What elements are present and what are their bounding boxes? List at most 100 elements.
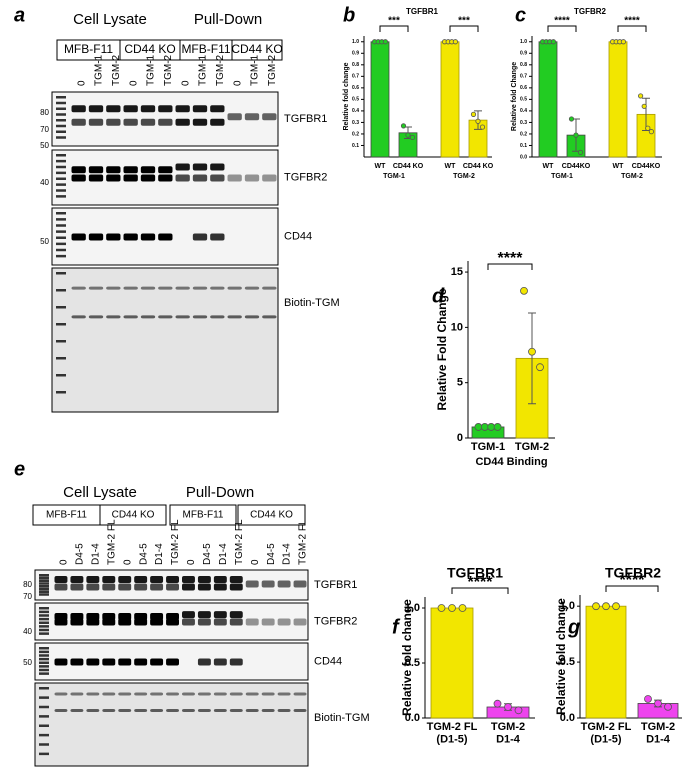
- blot-band: [118, 692, 132, 696]
- blot-band: [229, 576, 243, 583]
- ladder-band: [56, 340, 66, 343]
- data-point: [474, 423, 483, 431]
- lane-label: TGM-2 FL: [298, 519, 309, 565]
- marker-label: 80: [40, 108, 49, 117]
- ladder-band: [39, 585, 49, 588]
- ladder-band: [39, 590, 49, 593]
- blot-strip: [51, 91, 279, 147]
- bar: [538, 41, 558, 158]
- blot-band: [54, 618, 68, 626]
- blot-band: [88, 118, 104, 126]
- blot-band: [118, 576, 132, 583]
- x-tick-label: TGM-2 FL (D1-5): [427, 721, 478, 746]
- blot-band: [86, 583, 100, 591]
- lane-label: TGM-2: [215, 54, 226, 86]
- blot-band: [229, 692, 243, 696]
- blot-band: [70, 576, 84, 583]
- ladder-band: [39, 647, 49, 650]
- y-tick-label: 0.3: [352, 120, 359, 126]
- ladder-band: [39, 672, 49, 675]
- blot-band: [71, 286, 86, 290]
- significance-bracket: [605, 585, 659, 592]
- blot-header: Pull-Down: [186, 484, 254, 501]
- ladder-band: [39, 650, 49, 654]
- ladder-band: [56, 159, 66, 163]
- ladder-band: [56, 242, 66, 246]
- group-label: MFB-F11: [183, 510, 224, 521]
- lane-label: D1-4: [154, 543, 165, 565]
- strip-label: CD44: [314, 655, 342, 667]
- blot-band: [134, 612, 148, 620]
- blot-band: [197, 611, 211, 619]
- data-point: [602, 602, 610, 611]
- blot-band: [192, 286, 208, 290]
- group-label: CD44 KO: [112, 510, 155, 521]
- ladder-band: [39, 654, 49, 657]
- blot-band: [158, 233, 173, 241]
- data-point: [437, 604, 446, 612]
- ladder-band: [56, 96, 66, 99]
- blot-band: [123, 315, 138, 319]
- data-point: [645, 125, 651, 131]
- data-point: [452, 39, 458, 45]
- blot-band: [158, 286, 173, 290]
- data-point: [514, 706, 523, 715]
- ladder-band: [56, 218, 66, 221]
- data-point: [550, 39, 557, 45]
- blot-strip: [34, 642, 309, 681]
- blot-band: [277, 709, 291, 713]
- blot-band: [244, 174, 260, 182]
- blot-band: [213, 658, 227, 666]
- lane-label: 0: [232, 80, 243, 86]
- ladder-band: [39, 687, 49, 690]
- lane-label: 0: [59, 559, 70, 565]
- blot-band: [229, 611, 243, 619]
- lane-label: TGM-1: [250, 54, 261, 86]
- ladder-band: [56, 165, 66, 169]
- blot-band: [54, 576, 68, 583]
- x-tick-label: WT: [613, 163, 625, 170]
- blot-band: [140, 233, 156, 241]
- blot-band: [102, 612, 116, 620]
- lane-label: D4-5: [75, 543, 86, 565]
- blot-strip: [34, 602, 309, 641]
- blot-band: [134, 583, 148, 591]
- blot-band: [175, 163, 190, 171]
- blot-band: [86, 576, 100, 583]
- blot-band: [192, 174, 208, 182]
- ladder-band: [56, 107, 66, 110]
- blot-band: [86, 618, 100, 626]
- y-tick-label: 0.5: [405, 657, 420, 669]
- blot-band: [213, 618, 227, 626]
- y-tick-label: 0.3: [520, 120, 527, 126]
- x-tick-label: TGM-2: [515, 441, 549, 453]
- ladder-band: [56, 130, 66, 133]
- x-tick-label: TGM-1: [471, 441, 505, 453]
- ladder-band: [39, 657, 49, 661]
- lane-label: TGM-2 FL: [106, 519, 117, 565]
- data-point: [592, 602, 600, 611]
- ladder-band: [39, 593, 49, 596]
- blot-band: [106, 166, 121, 174]
- y-tick-label: 1.0: [520, 39, 527, 45]
- blot-band: [134, 709, 148, 713]
- blot-band: [140, 105, 156, 113]
- blot-band: [277, 692, 291, 696]
- group-box: [231, 39, 283, 61]
- strip-label: TGFBR1: [284, 113, 327, 125]
- ladder-band: [39, 733, 49, 737]
- blot-band: [86, 612, 100, 620]
- blot-band: [158, 166, 173, 174]
- blot-band: [182, 692, 195, 696]
- y-tick-label: 0.1: [352, 143, 359, 149]
- blot-band: [244, 315, 260, 319]
- panel-label: c: [515, 4, 526, 26]
- marker-label: 40: [40, 178, 49, 187]
- blot-band: [277, 618, 291, 626]
- ladder-band: [56, 195, 66, 198]
- ladder-band: [39, 668, 49, 672]
- blot-band: [134, 658, 148, 666]
- data-point: [448, 604, 456, 612]
- blot-band: [140, 166, 156, 174]
